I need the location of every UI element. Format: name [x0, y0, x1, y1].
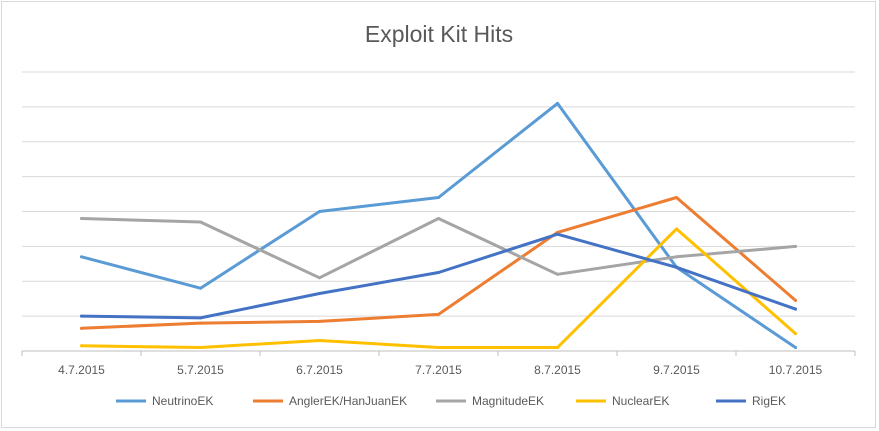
series-lines	[80, 101, 797, 350]
data-point	[437, 216, 440, 220]
data-point	[556, 272, 559, 276]
legend-label: NuclearEK	[612, 394, 669, 408]
data-point	[675, 227, 678, 231]
data-point	[675, 255, 678, 259]
data-point	[318, 210, 321, 213]
data-point	[556, 346, 559, 350]
legend-label: MagnitudeEK	[472, 394, 544, 408]
x-tick-label: 6.7.2015	[296, 363, 343, 377]
data-point	[318, 339, 321, 343]
data-point	[199, 286, 202, 290]
chart-title: Exploit Kit Hits	[365, 21, 513, 47]
data-point	[794, 346, 797, 350]
data-point	[80, 216, 83, 220]
data-point	[794, 244, 797, 248]
data-point	[794, 332, 797, 336]
data-point	[556, 101, 559, 105]
data-point	[318, 291, 321, 295]
series-line-1	[80, 101, 797, 349]
x-tick-label: 8.7.2015	[534, 363, 581, 377]
series-line-3	[80, 217, 797, 280]
legend-label: NeutrinoEK	[152, 394, 213, 408]
data-point	[199, 321, 202, 325]
data-point	[437, 196, 440, 200]
x-tick-label: 7.7.2015	[415, 363, 462, 377]
x-tick-label: 9.7.2015	[653, 363, 700, 377]
data-point	[80, 314, 83, 318]
data-point	[80, 326, 83, 330]
x-axis: 4.7.2015 5.7.2015 6.7.2015 7.7.2015 8.7.2015…	[21, 350, 856, 377]
legend-label: RigEK	[752, 394, 786, 408]
x-tick-label: 4.7.2015	[58, 363, 105, 377]
data-point	[437, 312, 440, 316]
data-point	[794, 307, 797, 311]
x-tick-label: 5.7.2015	[177, 363, 224, 377]
data-point	[199, 316, 202, 320]
data-point	[80, 255, 83, 259]
data-point	[318, 276, 321, 280]
data-point	[80, 344, 83, 348]
data-point	[794, 298, 797, 302]
legend: NeutrinoEK AnglerEK/HanJuanEK MagnitudeEK N…	[116, 394, 786, 408]
data-point	[199, 346, 202, 350]
data-point	[556, 232, 559, 236]
data-point	[675, 196, 678, 200]
legend-label: AnglerEK/HanJuanEK	[289, 394, 407, 408]
data-point	[437, 346, 440, 350]
x-tick-label: 10.7.2015	[769, 363, 823, 377]
gridlines	[22, 71, 855, 317]
data-point	[318, 319, 321, 323]
data-point	[675, 265, 678, 269]
data-point	[437, 271, 440, 275]
data-point	[199, 220, 202, 224]
